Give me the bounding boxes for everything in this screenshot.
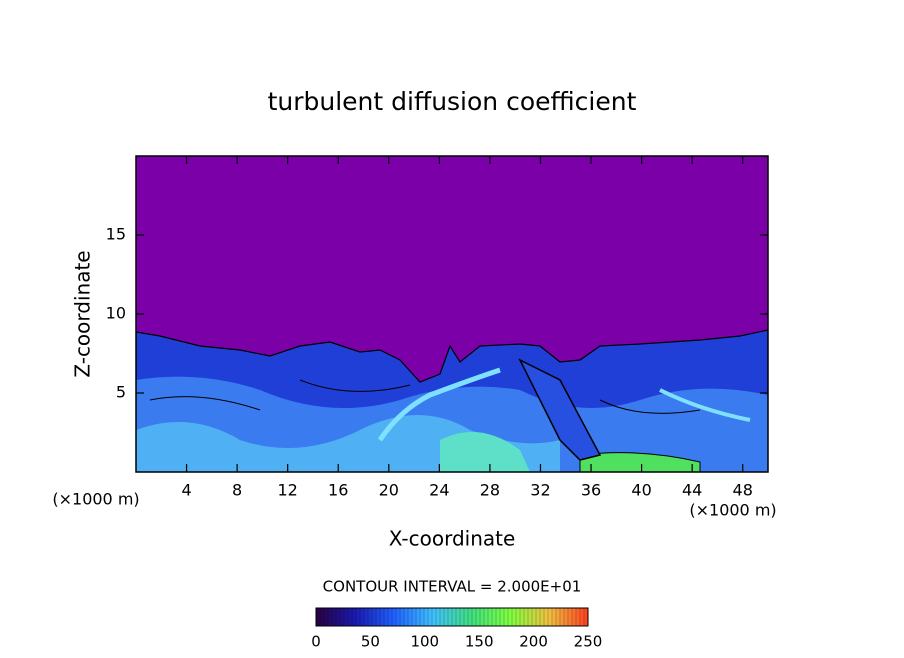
x-tick-label: 12 xyxy=(278,481,298,500)
x-tick-label: 28 xyxy=(480,481,500,500)
colorbar-tick-label: 250 xyxy=(574,633,603,651)
x-tick-label: 48 xyxy=(733,481,753,500)
colorbar-tick-label: 100 xyxy=(410,633,439,651)
x-tick-label: 8 xyxy=(232,481,242,500)
colorbar-tick-label: 200 xyxy=(519,633,548,651)
contour-interval: CONTOUR INTERVAL = 2.000E+01 xyxy=(323,578,582,596)
x-tick-label: 44 xyxy=(682,481,702,500)
colorbar-tick-label: 150 xyxy=(465,633,494,651)
x-tick-label: 32 xyxy=(530,481,550,500)
x-tick-label: 36 xyxy=(581,481,601,500)
x-tick-label: 4 xyxy=(181,481,191,500)
y-unit: (×1000 m) xyxy=(52,490,139,509)
contour-field xyxy=(136,156,768,472)
x-axis-label: X-coordinate xyxy=(389,527,516,551)
colorbar-tick-label: 0 xyxy=(311,633,321,651)
x-unit: (×1000 m) xyxy=(689,501,776,520)
y-tick-label: 5 xyxy=(116,383,126,402)
chart-title: turbulent diffusion coefficient xyxy=(268,87,637,116)
colorbar-tick-label: 50 xyxy=(361,633,380,651)
x-tick-label: 16 xyxy=(328,481,348,500)
y-tick-label: 15 xyxy=(106,225,126,244)
colorbar xyxy=(315,607,589,627)
x-tick-label: 20 xyxy=(379,481,399,500)
x-tick-label: 40 xyxy=(631,481,651,500)
y-tick-label: 10 xyxy=(106,304,126,323)
y-axis-label: Z-coordinate xyxy=(71,250,95,377)
x-tick-label: 24 xyxy=(429,481,449,500)
